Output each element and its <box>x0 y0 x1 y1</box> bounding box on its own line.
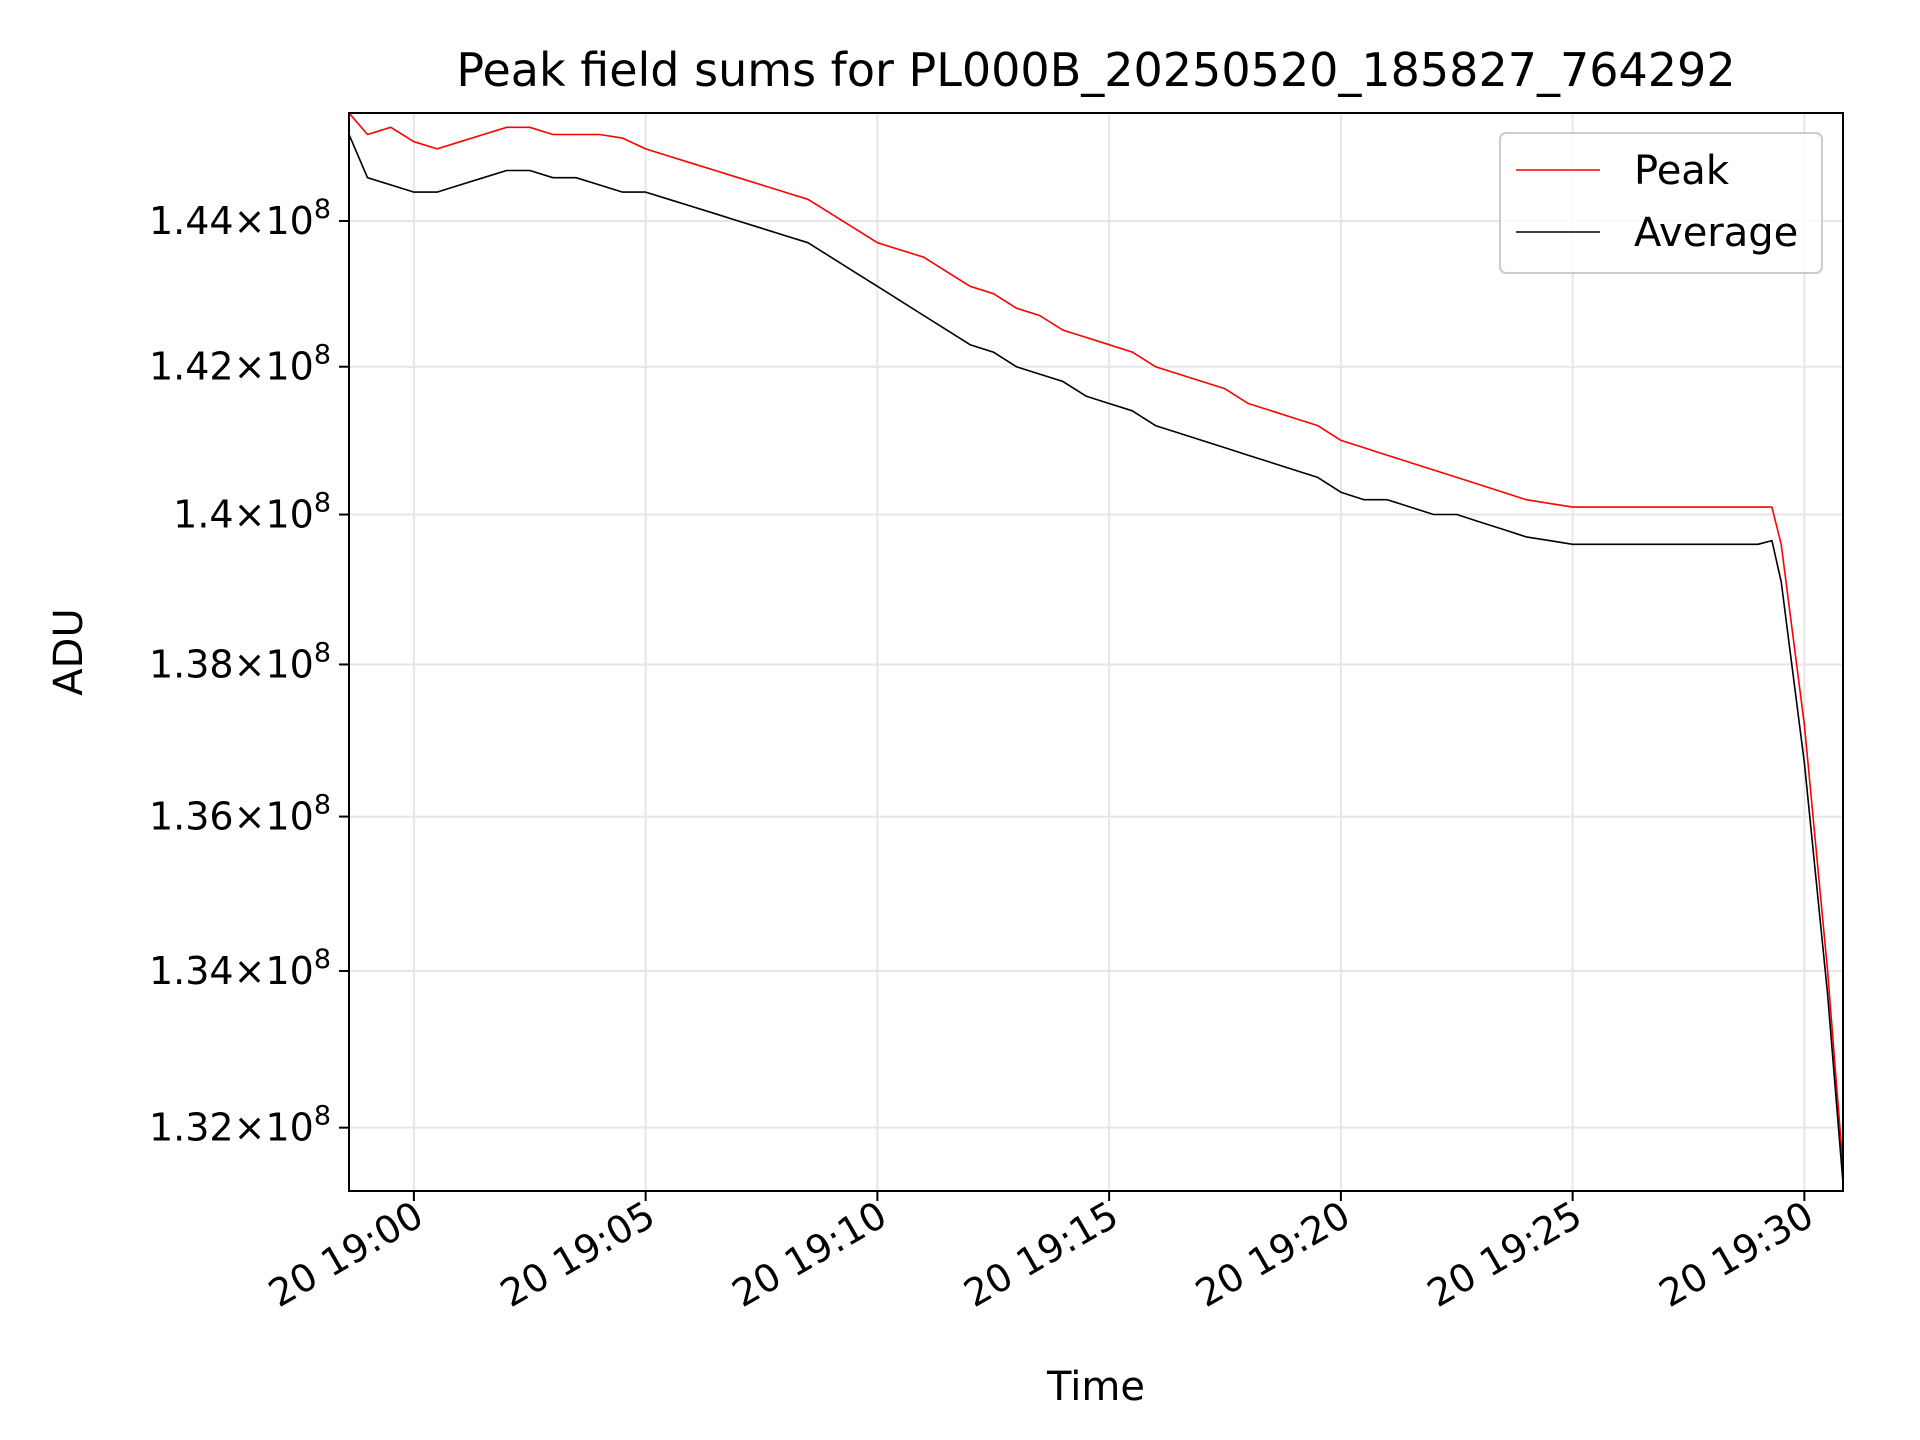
y-tick-label: 1.42×108 <box>149 340 331 389</box>
x-axis-label: Time <box>1046 1364 1145 1410</box>
plot-lines <box>348 112 1844 1184</box>
y-tick-label: 1.38×108 <box>149 637 331 686</box>
y-tick-label: 1.36×108 <box>149 790 331 839</box>
y-axis-label: ADU <box>46 608 92 695</box>
y-axis: 1.32×108 1.34×108 1.36×108 1.38×108 1.4×108 1… <box>149 194 349 1150</box>
chart-title: Peak field sums for PL000B_20250520_1858… <box>456 43 1735 97</box>
plot-frame <box>348 112 1844 1192</box>
series-line-peak <box>348 112 1844 1168</box>
y-tick-label: 1.34×108 <box>149 944 331 993</box>
y-tick-label: 1.44×108 <box>149 194 331 243</box>
series-line-average <box>348 134 1844 1184</box>
y-tick-label: 1.4×108 <box>173 488 331 537</box>
grid <box>349 113 1843 1191</box>
legend-box <box>1499 132 1823 274</box>
y-tick-label: 1.32×108 <box>149 1101 331 1150</box>
legend-label-peak: Peak <box>1634 148 1730 194</box>
legend-label-average: Average <box>1634 210 1798 256</box>
legend: Peak Average <box>1499 132 1823 274</box>
